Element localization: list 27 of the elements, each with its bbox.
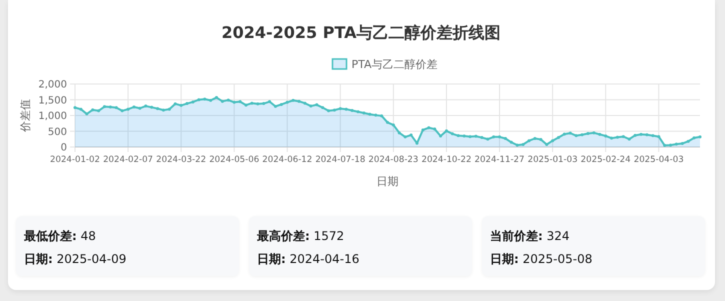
x-tick-label: 2024-11-27: [474, 155, 525, 165]
legend-label: PTA与乙二醇价差: [352, 58, 438, 71]
x-tick-label: 2025-01-03: [528, 155, 578, 165]
y-tick-label: 500: [48, 126, 67, 138]
text: 最低价差: 48: [24, 228, 96, 245]
text: 日期: 2025-05-08: [490, 251, 592, 268]
x-tick-label: 2024-02-07: [103, 155, 154, 165]
x-tick-label: 2024-08-23: [368, 155, 418, 165]
text: 日期: 2024-04-16: [257, 251, 360, 268]
text: 最高价差: 1572: [257, 228, 344, 245]
x-tick-label: 2024-10-22: [421, 155, 472, 165]
x-tick-label: 2025-02-24: [580, 155, 631, 165]
y-axis-title: 价差值: [19, 99, 32, 133]
x-tick-label: 2024-01-02: [50, 155, 100, 165]
y-tick-label: 1,000: [38, 111, 67, 122]
x-tick-label: 2024-03-22: [156, 155, 206, 165]
x-tick-label: 2025-04-03: [634, 155, 684, 165]
y-tick-label: 0: [60, 142, 67, 154]
x-axis-title: 日期: [376, 175, 398, 188]
chart-title: 2024-2025 PTA与乙二醇价差折线图: [221, 23, 501, 42]
y-tick-label: 2,000: [38, 80, 67, 90]
x-tick-label: 2024-07-18: [315, 155, 366, 165]
x-tick-label: 2024-05-06: [209, 155, 260, 165]
x-tick-label: 2024-06-12: [262, 155, 312, 165]
text: 当前价差: 324: [490, 228, 570, 245]
y-tick-label: 1,500: [38, 95, 67, 106]
text: 日期: 2025-04-09: [24, 251, 126, 268]
